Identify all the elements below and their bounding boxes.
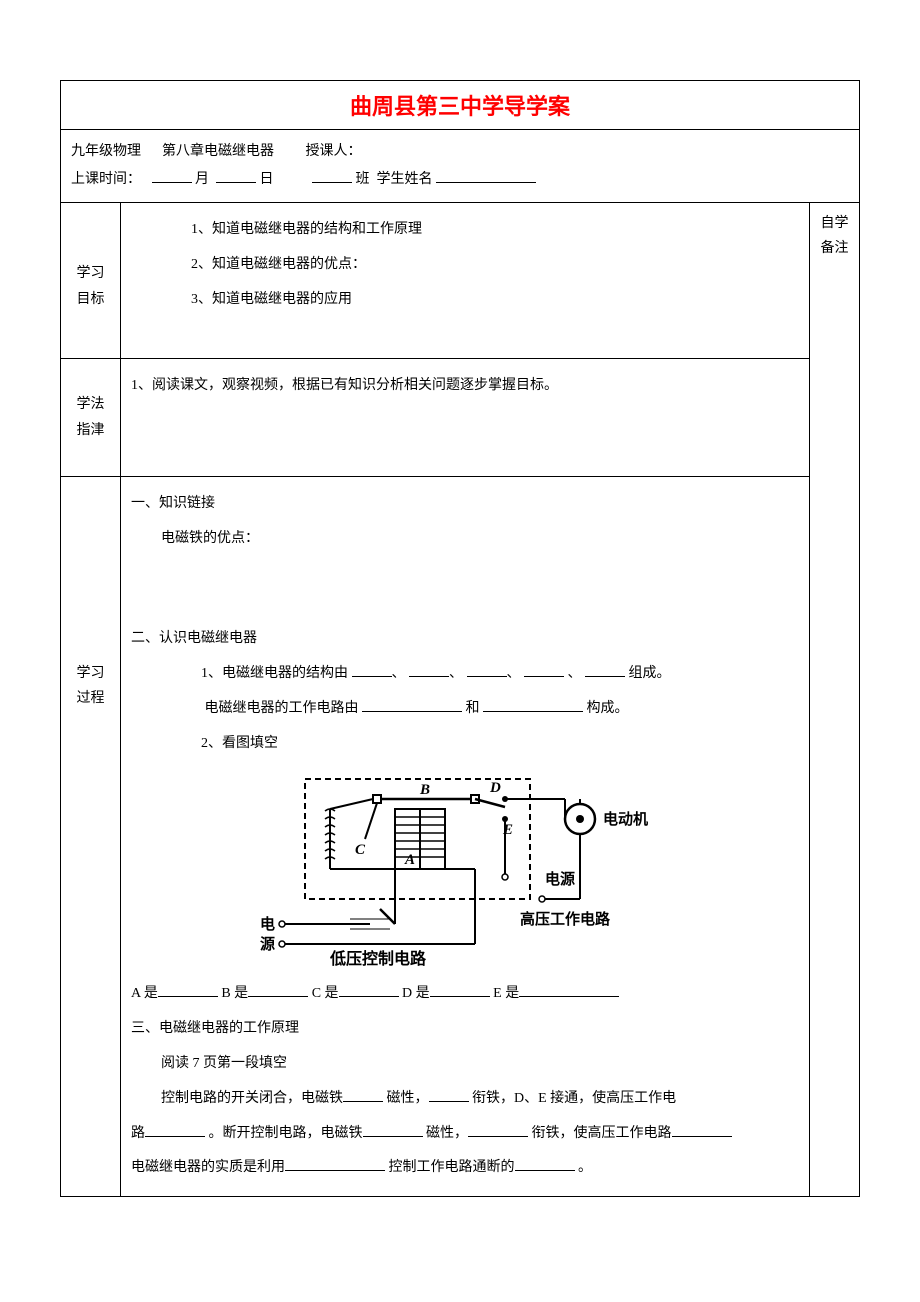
- blank-day: [216, 167, 256, 183]
- svg-text:D: D: [489, 780, 501, 796]
- header-row: 九年级物理 第八章电磁继电器 授课人： 上课时间： 月 日 班 学生姓名: [61, 130, 860, 203]
- goal-item-2: 2、知道电磁继电器的优点：: [131, 250, 799, 281]
- part2-title: 二、认识电磁继电器: [131, 624, 799, 655]
- svg-text:C: C: [355, 842, 366, 858]
- note-col: 自学备注: [810, 203, 860, 1197]
- part1-title: 一、知识链接: [131, 489, 799, 520]
- part3-sub: 阅读 7 页第一段填空: [131, 1049, 799, 1080]
- header-line1: 九年级物理 第八章电磁继电器 授课人：: [71, 138, 849, 166]
- svg-text:A: A: [404, 852, 415, 868]
- part2-q1b: 电磁继电器的工作电路由 和 构成。: [131, 694, 799, 725]
- method-label: 学法指津: [61, 359, 121, 477]
- svg-text:E: E: [502, 822, 513, 838]
- blank-month: [152, 167, 192, 183]
- method-content: 1、阅读课文，观察视频，根据已有知识分析相关问题逐步掌握目标。: [121, 359, 810, 477]
- part2-q1: 1、电磁继电器的结构由 、 、 、 、 组成。: [131, 659, 799, 690]
- svg-text:高压工作电路: 高压工作电路: [520, 910, 611, 928]
- relay-diagram: B C A: [131, 769, 799, 969]
- part3-title: 三、电磁继电器的工作原理: [131, 1014, 799, 1045]
- goals-content: 1、知道电磁继电器的结构和工作原理 2、知道电磁继电器的优点： 3、知道电磁继电…: [121, 203, 810, 359]
- part3-line1: 控制电路的开关闭合，电磁铁 磁性， 衔铁，D、E 接通，使高压工作电: [131, 1084, 799, 1115]
- process-label: 学习过程: [61, 476, 121, 1196]
- part3-line2: 路 。断开控制电路，电磁铁 磁性， 衔铁，使高压工作电路: [131, 1119, 799, 1150]
- svg-text:电: 电: [260, 915, 275, 933]
- part1-text: 电磁铁的优点：: [131, 524, 799, 555]
- svg-text:源: 源: [260, 935, 275, 953]
- title-row: 曲周县第三中学导学案: [61, 81, 860, 130]
- goal-item-3: 3、知道电磁继电器的应用: [131, 285, 799, 316]
- process-content: 一、知识链接 电磁铁的优点： 二、认识电磁继电器 1、电磁继电器的结构由 、 、…: [121, 476, 810, 1196]
- goal-item-1: 1、知道电磁继电器的结构和工作原理: [131, 215, 799, 246]
- svg-text:B: B: [419, 782, 430, 798]
- svg-text:低压控制电路: 低压控制电路: [329, 949, 427, 968]
- svg-text:电源: 电源: [545, 870, 575, 888]
- blank-class: [312, 167, 352, 183]
- page-title: 曲周县第三中学导学案: [350, 94, 570, 119]
- header-line2: 上课时间： 月 日 班 学生姓名: [71, 166, 849, 194]
- svg-text:电动机: 电动机: [603, 810, 648, 828]
- part2-q2: 2、看图填空: [131, 729, 799, 760]
- part3-line3: 电磁继电器的实质是利用 控制工作电路通断的 。: [131, 1153, 799, 1184]
- blank-name: [436, 167, 536, 183]
- main-table: 曲周县第三中学导学案 九年级物理 第八章电磁继电器 授课人： 上课时间： 月 日…: [60, 80, 860, 1197]
- circuit-svg: B C A: [225, 769, 705, 969]
- goals-label: 学习目标: [61, 203, 121, 359]
- abc-fill: A 是 B 是 C 是 D 是 E 是: [131, 979, 799, 1010]
